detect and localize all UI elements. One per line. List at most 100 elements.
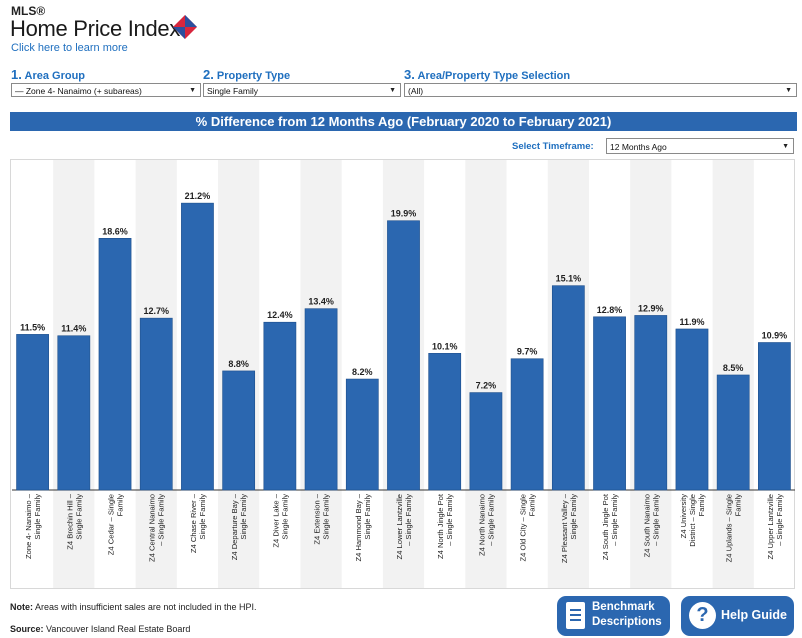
bar-value-label: 12.7% — [143, 306, 169, 316]
learn-more-link[interactable]: Click here to learn more — [11, 42, 128, 54]
x-tick-label-line: Z4 Departure Bay – — [230, 493, 239, 560]
document-icon — [566, 602, 585, 629]
x-tick-label: Z4 Central Nanaimo – Single Family — [148, 494, 166, 562]
x-tick-label: Z4 Upper Lantzville – Single Family — [766, 494, 784, 560]
note-label: Note: — [10, 602, 33, 612]
bar[interactable] — [57, 335, 91, 491]
x-tick-label-line: Z4 South Jingle Pot — [601, 493, 610, 560]
x-tick-label-line: District – Single — [688, 494, 697, 547]
bar[interactable] — [345, 378, 379, 491]
x-tick-label-line: – Single Family — [486, 494, 495, 546]
bar-value-label: 11.4% — [61, 324, 86, 334]
x-tick-label-line: – Single Family — [157, 494, 166, 546]
timeframe-value: 12 Months Ago — [610, 142, 667, 152]
chevron-down-icon: ▼ — [785, 87, 792, 94]
timeframe-select[interactable]: 12 Months Ago ▼ — [606, 138, 794, 154]
property-type-label-text: Property Type — [216, 70, 291, 82]
bar[interactable] — [181, 202, 214, 491]
x-tick-label-line: Single Family — [569, 494, 578, 540]
bar[interactable] — [428, 353, 462, 491]
bar[interactable] — [593, 316, 626, 491]
chart-frame — [10, 159, 795, 589]
x-tick-label-line: Single Family — [363, 494, 372, 540]
footer-note: Note: Areas with insufficient sales are … — [10, 602, 256, 612]
property-type-step-number: 2. — [203, 67, 214, 82]
x-tick-label-line: Family — [116, 494, 125, 517]
benchmark-button-label: Benchmark Descriptions — [592, 600, 662, 630]
x-tick-label-line: Z4 Upper Lantzville — [766, 494, 775, 559]
x-tick-label: Z4 Uplands – Single Family — [725, 494, 743, 563]
help-icon: ? — [689, 602, 716, 629]
bar[interactable] — [551, 285, 585, 491]
x-tick-label-line: – Single Family — [445, 494, 454, 546]
x-tick-label-line: Z4 Diver Lake – — [271, 493, 280, 547]
bar[interactable] — [139, 317, 173, 491]
bar[interactable] — [387, 220, 420, 491]
bar-value-label: 8.8% — [228, 359, 249, 369]
x-tick-label: Z4 North Nanaimo – Single Family — [477, 494, 495, 556]
help-guide-button[interactable]: ? Help Guide — [681, 596, 794, 636]
x-tick-label-line: Z4 Hammond Bay – — [354, 493, 363, 561]
bar[interactable] — [263, 321, 297, 491]
bar[interactable] — [634, 315, 668, 491]
page-title: Home Price Index — [10, 16, 181, 41]
bar-value-label: 8.2% — [352, 367, 373, 377]
bar[interactable] — [98, 238, 132, 491]
x-tick-label-line: Z4 Central Nanaimo — [148, 494, 157, 562]
x-tick-label-line: Single Family — [74, 494, 83, 540]
area-property-label-text: Area/Property Type Selection — [417, 70, 571, 82]
area-property-selection-select[interactable]: (All) ▼ — [404, 83, 797, 97]
property-type-label: 2. Property Type — [203, 67, 290, 82]
x-tick-label-line: Z4 Chase River – — [189, 493, 198, 553]
x-tick-label-line: Z4 University — [679, 494, 688, 539]
bar[interactable] — [510, 358, 544, 491]
benchmark-descriptions-button[interactable]: Benchmark Descriptions — [557, 596, 670, 636]
x-tick-label: Z4 Pleasant Valley – Single Family — [560, 493, 578, 563]
bar[interactable] — [469, 392, 503, 491]
x-tick-label-line: – Single Family — [610, 494, 619, 546]
bar-value-label: 12.8% — [597, 305, 623, 315]
bar[interactable] — [304, 308, 338, 491]
x-tick-label-line: Z4 Cedar – Single — [107, 494, 116, 555]
bar-value-label: 8.5% — [723, 363, 744, 373]
x-tick-label-line: Z4 Lower Lantzville — [395, 494, 404, 559]
x-tick-label: Z4 Hammond Bay – Single Family — [354, 493, 372, 561]
chevron-down-icon: ▼ — [782, 143, 789, 150]
x-tick-label-line: Z4 Pleasant Valley – — [560, 493, 569, 563]
bar-value-label: 18.6% — [102, 226, 128, 236]
x-tick-label-line: Zone 4- Nanaimo – — [24, 493, 33, 559]
area-group-select[interactable]: — Zone 4- Nanaimo (+ subareas) ▼ — [11, 83, 201, 97]
x-tick-label: Z4 Brechin Hill – Single Family — [65, 493, 83, 549]
x-tick-label: Z4 Departure Bay – Single Family — [230, 493, 248, 560]
x-tick-label-line: Single Family — [239, 494, 248, 540]
bar[interactable] — [222, 370, 256, 491]
chart-title: % Difference from 12 Months Ago (Februar… — [10, 112, 797, 131]
x-tick-label-line: Z4 North Nanaimo — [477, 494, 486, 556]
bar-value-label: 10.9% — [762, 331, 788, 341]
area-group-step-number: 1. — [11, 67, 22, 82]
bar-value-label: 9.7% — [517, 347, 538, 357]
help-guide-label: Help Guide — [721, 608, 787, 622]
bar[interactable] — [758, 342, 791, 491]
x-tick-label: Z4 Cedar – Single Family — [107, 494, 125, 555]
x-tick-label-line: Z4 Old City – Single — [519, 494, 528, 562]
property-type-select[interactable]: Single Family ▼ — [203, 83, 401, 97]
column-band — [712, 160, 754, 588]
x-tick-label: Z4 Lower Lantzville – Single Family — [395, 494, 413, 560]
bar-value-label: 11.5% — [20, 322, 45, 332]
x-tick-label-line: Z4 Brechin Hill – — [65, 493, 74, 549]
bar-value-label: 12.9% — [638, 303, 664, 313]
x-tick-label: Zone 4- Nanaimo – Single Family — [24, 493, 42, 559]
bar-value-label: 19.9% — [391, 209, 417, 219]
bar[interactable] — [675, 328, 709, 491]
x-tick-label-line: Family — [734, 494, 743, 517]
bar-value-label: 13.4% — [308, 297, 334, 307]
x-tick-label-line: Family — [697, 494, 706, 517]
x-tick-label-line: Family — [528, 494, 537, 517]
x-tick-label: Z4 South Jingle Pot – Single Family — [601, 493, 619, 560]
benchmark-label-line1: Benchmark — [592, 601, 655, 613]
bar-value-label: 15.1% — [556, 274, 582, 284]
bar[interactable] — [16, 334, 49, 491]
bar[interactable] — [716, 374, 750, 491]
property-type-value: Single Family — [207, 86, 259, 96]
